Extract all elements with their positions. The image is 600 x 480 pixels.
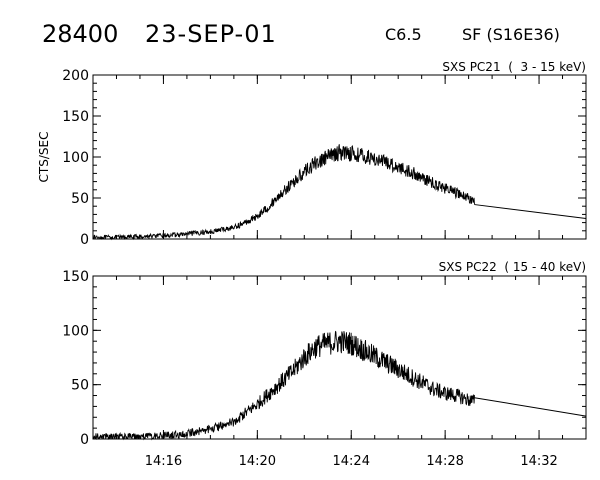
panel-pc21-frame [92,74,587,240]
y-tick-label: 200 [62,68,89,84]
series-line-noisy [92,144,475,241]
event-id: 28400 [42,20,118,48]
panel-pc22: SXS PC22 ( 15 - 40 keV) 0 50 100 150 14:16 14… [62,260,587,469]
flare-class: C6.5 [385,25,422,44]
y-tick-label: 50 [71,378,89,394]
panel-pc21-title: SXS PC21 ( 3 - 15 keV) [442,60,586,74]
panel-pc22-ticks: 0 50 100 150 14:16 14:20 14:24 14:28 14:32 [62,269,587,469]
x-tick-label: 14:28 [426,454,463,469]
y-axis-label: CTS/SEC [37,132,51,183]
panel-pc21: SXS PC21 ( 3 - 15 keV) CTS/SEC 0 50 100 150… [37,60,587,248]
series-line-noisy [92,330,475,441]
x-tick-label: 14:32 [520,454,557,469]
flare-location: SF (S16E36) [462,25,560,44]
series-line-smooth [474,397,587,417]
y-tick-label: 100 [62,150,89,166]
y-tick-label: 150 [62,109,89,125]
x-tick-label: 14:24 [333,454,370,469]
y-tick-label: 0 [80,432,89,448]
event-date: 23-SEP-01 [145,20,277,48]
x-tick-label: 14:16 [145,454,182,469]
x-tick-label: 14:20 [239,454,276,469]
y-tick-label: 100 [62,323,89,339]
panel-pc22-frame [92,275,587,440]
panel-pc21-series [92,144,587,241]
panel-pc22-title: SXS PC22 ( 15 - 40 keV) [439,260,586,274]
panel-pc22-series [92,330,587,441]
series-line-smooth [474,204,587,219]
y-tick-label: 150 [62,269,89,285]
y-tick-label: 0 [80,232,89,248]
y-tick-label: 50 [71,191,89,207]
